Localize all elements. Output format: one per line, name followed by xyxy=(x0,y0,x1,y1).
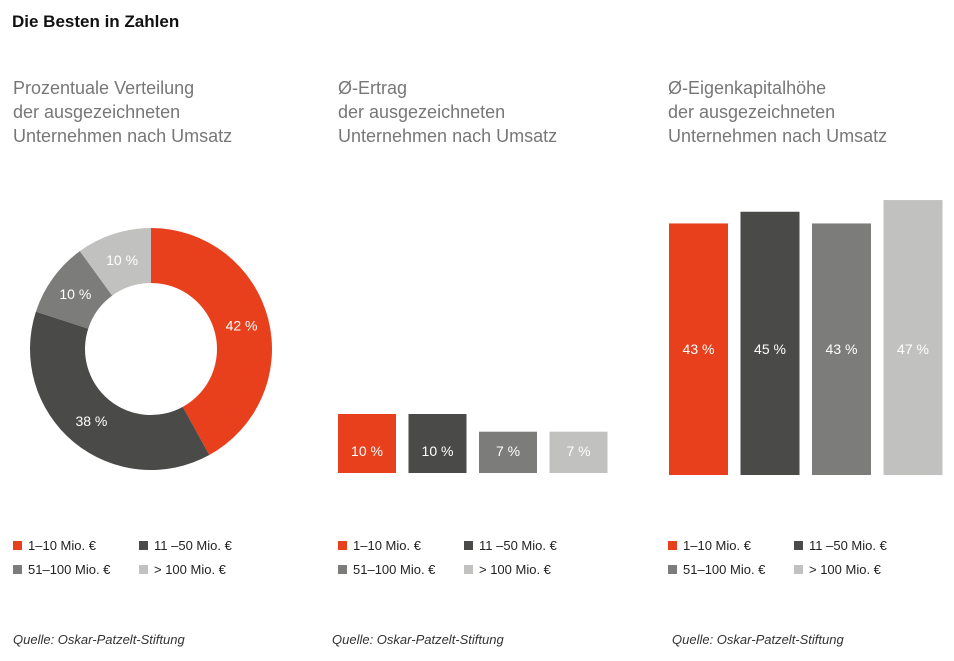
bar-value-label: 7 % xyxy=(566,443,590,459)
slice-label: 42 % xyxy=(226,318,258,334)
ertrag-panel: Ø-Ertrag der ausgezeichneten Unternehmen… xyxy=(332,0,638,661)
chart-title-line: der ausgezeichneten xyxy=(668,102,836,122)
legend-swatch xyxy=(464,565,473,574)
bar-value-label: 10 % xyxy=(422,443,454,459)
legend-label: 51–100 Mio. € xyxy=(28,562,111,577)
legend-item: 51–100 Mio. € xyxy=(13,562,110,577)
legend-item: 51–100 Mio. € xyxy=(338,562,435,577)
legend-item: 11 –50 Mio. € xyxy=(139,538,232,553)
bar-value-label: 7 % xyxy=(496,443,520,459)
legend-swatch xyxy=(338,541,347,550)
ertrag-bar-chart: 10 % 10 % 7 % 7 % xyxy=(338,414,608,473)
legend-swatch xyxy=(13,565,22,574)
legend-label: > 100 Mio. € xyxy=(479,562,551,577)
slice-label: 10 % xyxy=(59,286,91,302)
slice-label: 38 % xyxy=(75,413,107,429)
bar xyxy=(549,431,608,473)
legend-item: 1–10 Mio. € xyxy=(668,538,751,553)
legend-swatch xyxy=(13,541,22,550)
chart-title-line: der ausgezeichneten xyxy=(338,102,506,122)
legend-swatch xyxy=(139,541,148,550)
donut-slice xyxy=(29,311,210,470)
chart-title-line: der ausgezeichneten xyxy=(13,102,181,122)
legend-swatch xyxy=(338,565,347,574)
legend-label: 1–10 Mio. € xyxy=(28,538,96,553)
chart-title-line: Unternehmen nach Umsatz xyxy=(338,126,558,146)
chart-title: Ø-Ertrag der ausgezeichneten Unternehmen… xyxy=(338,76,638,148)
legend-swatch xyxy=(464,541,473,550)
bar-value-label: 43 % xyxy=(826,341,858,357)
bar-value-label: 10 % xyxy=(351,443,383,459)
legend-swatch xyxy=(794,565,803,574)
bar xyxy=(338,414,396,473)
bar xyxy=(669,223,728,475)
legend-label: 11 –50 Mio. € xyxy=(479,538,557,553)
legend-item: 11 –50 Mio. € xyxy=(464,538,557,553)
legend-label: 1–10 Mio. € xyxy=(353,538,421,553)
legend-item: > 100 Mio. € xyxy=(794,562,881,577)
donut-slice xyxy=(79,228,151,296)
legend-item: > 100 Mio. € xyxy=(139,562,226,577)
legend-label: 51–100 Mio. € xyxy=(353,562,436,577)
distribution-panel: Prozentuale Verteilung der ausgezeichnet… xyxy=(13,0,323,661)
chart-title-line: Ø-Eigenkapitalhöhe xyxy=(668,78,827,98)
legend-swatch xyxy=(668,565,677,574)
legend-swatch xyxy=(139,565,148,574)
donut-chart: 42 % 38 % 10 % 10 % xyxy=(29,228,272,470)
legend-swatch xyxy=(794,541,803,550)
legend-item: 1–10 Mio. € xyxy=(338,538,421,553)
legend-label: > 100 Mio. € xyxy=(154,562,226,577)
legend-label: 11 –50 Mio. € xyxy=(154,538,232,553)
bar-value-label: 45 % xyxy=(754,341,786,357)
chart-title: Prozentuale Verteilung der ausgezeichnet… xyxy=(13,76,313,148)
legend-label: > 100 Mio. € xyxy=(809,562,881,577)
chart-title-line: Unternehmen nach Umsatz xyxy=(13,126,233,146)
eigenkapital-panel: Ø-Eigenkapitalhöhe der ausgezeichneten U… xyxy=(668,0,948,661)
donut-slice xyxy=(35,251,113,329)
page-title: Die Besten in Zahlen xyxy=(12,12,180,31)
bar xyxy=(883,200,943,476)
legend-label: 1–10 Mio. € xyxy=(683,538,751,553)
legend-item: > 100 Mio. € xyxy=(464,562,551,577)
legend-label: 11 –50 Mio. € xyxy=(809,538,887,553)
chart-title: Ø-Eigenkapitalhöhe der ausgezeichneten U… xyxy=(668,76,954,148)
bar xyxy=(740,211,800,475)
legend-swatch xyxy=(668,541,677,550)
bar xyxy=(408,414,467,473)
chart-title-line: Unternehmen nach Umsatz xyxy=(668,126,888,146)
bar xyxy=(812,223,871,475)
legend-item: 11 –50 Mio. € xyxy=(794,538,887,553)
bar xyxy=(479,431,537,473)
bar-value-label: 43 % xyxy=(683,341,715,357)
eigenkapital-bar-chart: 43 % 45 % 43 % 47 % xyxy=(669,200,943,476)
chart-title-line: Ø-Ertrag xyxy=(338,78,408,98)
slice-label: 10 % xyxy=(106,252,138,268)
source-note: Quelle: Oskar-Patzelt-Stiftung xyxy=(332,632,504,647)
legend-item: 51–100 Mio. € xyxy=(668,562,765,577)
legend-label: 51–100 Mio. € xyxy=(683,562,766,577)
source-note: Quelle: Oskar-Patzelt-Stiftung xyxy=(672,632,844,647)
chart-title-line: Prozentuale Verteilung xyxy=(13,78,195,98)
bar-value-label: 47 % xyxy=(897,341,929,357)
donut-slice xyxy=(151,228,272,456)
source-note: Quelle: Oskar-Patzelt-Stiftung xyxy=(13,632,185,647)
legend-item: 1–10 Mio. € xyxy=(13,538,96,553)
